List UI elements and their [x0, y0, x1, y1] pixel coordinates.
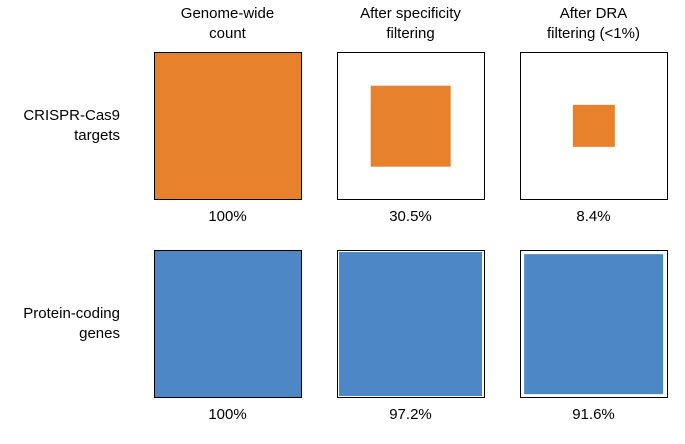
crispr-specificity-square-outline [336, 52, 485, 200]
percent-label-crispr-dra: 8.4% [576, 208, 611, 225]
cell-genes-specificity [319, 250, 502, 398]
crispr-specificity-square-fill [370, 85, 451, 167]
cell-genes-genome-wide [136, 250, 319, 398]
genes-dra-square-fill [523, 254, 664, 394]
genes-genome-wide-square-fill [154, 251, 301, 397]
column-header-after-specificity-filtering: After specificity filtering [360, 5, 461, 42]
cell-crispr-dra [502, 52, 685, 200]
percent-label-genes-dra: 91.6% [572, 406, 615, 423]
crispr-dra-square-fill [572, 104, 615, 148]
genes-genome-wide-square-outline [153, 250, 302, 398]
crispr-genome-wide-square-fill [154, 53, 301, 199]
percent-label-crispr-genome-wide: 100% [208, 208, 247, 225]
crispr-genome-wide-square-outline [153, 52, 302, 200]
genes-dra-square-outline [519, 250, 668, 398]
column-header-genome-wide-count: Genome-wide count [180, 5, 275, 42]
percent-label-crispr-specificity: 30.5% [389, 208, 432, 225]
row-label-crispr-cas9-targets: CRISPR-Cas9 targets [23, 106, 120, 144]
cell-genes-dra [502, 250, 685, 398]
column-header-after-dra-filtering: After DRA filtering (<1%) [547, 5, 640, 42]
percent-label-genes-genome-wide: 100% [208, 406, 247, 423]
cell-crispr-specificity [319, 52, 502, 200]
genes-specificity-square-outline [336, 250, 485, 398]
genes-specificity-square-fill [338, 252, 483, 396]
row-label-protein-coding-genes: Protein-coding genes [23, 304, 120, 342]
crispr-dra-square-outline [519, 52, 668, 200]
cell-crispr-genome-wide [136, 52, 319, 200]
percent-label-genes-specificity: 97.2% [389, 406, 432, 423]
